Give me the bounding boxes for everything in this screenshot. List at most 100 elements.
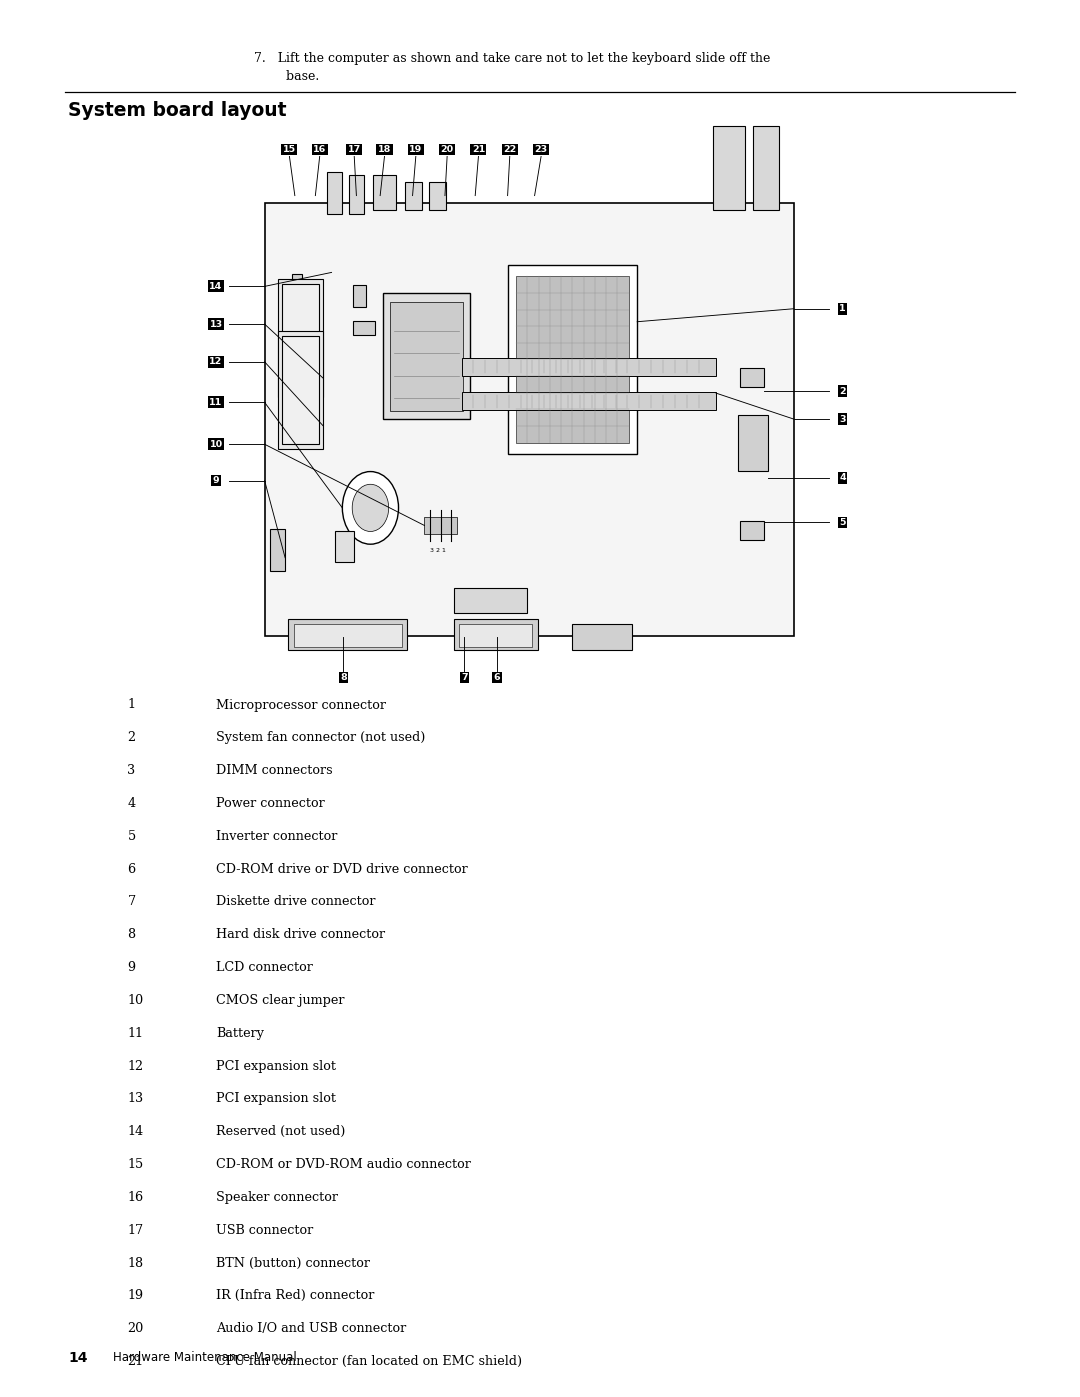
Bar: [292, 274, 302, 293]
Text: PCI expansion slot: PCI expansion slot: [216, 1059, 336, 1073]
Bar: [753, 126, 779, 210]
Bar: [429, 182, 446, 210]
Text: 3: 3: [127, 764, 136, 777]
Text: 1: 1: [839, 305, 846, 313]
Bar: [454, 588, 527, 613]
Text: 1: 1: [127, 698, 135, 711]
Bar: [740, 369, 764, 387]
Text: 6: 6: [494, 673, 500, 682]
Text: 5: 5: [127, 830, 136, 842]
Text: 18: 18: [127, 1257, 144, 1270]
Bar: [308, 293, 316, 307]
Bar: [373, 175, 396, 210]
Text: 15: 15: [283, 145, 296, 154]
Text: 4: 4: [839, 474, 846, 482]
Bar: [405, 182, 422, 210]
Bar: [288, 619, 407, 650]
Text: 21: 21: [127, 1355, 144, 1368]
Bar: [265, 203, 794, 636]
Text: 16: 16: [127, 1190, 144, 1204]
Text: Battery: Battery: [216, 1027, 264, 1039]
Text: 3: 3: [839, 415, 846, 423]
Text: System board layout: System board layout: [68, 101, 286, 120]
Text: Hard disk drive connector: Hard disk drive connector: [216, 928, 386, 942]
Text: 7.   Lift the computer as shown and take care not to let the keyboard slide off : 7. Lift the computer as shown and take c…: [254, 52, 770, 64]
Text: 10: 10: [210, 440, 222, 448]
Text: 3 2 1: 3 2 1: [430, 548, 446, 553]
Bar: [292, 335, 313, 349]
Bar: [282, 337, 319, 444]
Text: 9: 9: [213, 476, 219, 485]
Text: 8: 8: [127, 928, 136, 942]
Text: 11: 11: [210, 398, 222, 407]
Text: 14: 14: [127, 1126, 144, 1139]
Text: 14: 14: [68, 1351, 87, 1365]
Bar: [390, 302, 463, 411]
Text: 19: 19: [409, 145, 422, 154]
Text: Microprocessor connector: Microprocessor connector: [216, 698, 386, 711]
Bar: [572, 624, 632, 650]
Text: 4: 4: [127, 796, 136, 810]
Bar: [740, 521, 764, 541]
Text: USB connector: USB connector: [216, 1224, 313, 1236]
Text: DIMM connectors: DIMM connectors: [216, 764, 333, 777]
Bar: [738, 415, 768, 471]
Text: 8: 8: [340, 673, 347, 682]
Bar: [713, 126, 745, 210]
Bar: [353, 285, 366, 307]
Text: 20: 20: [441, 145, 454, 154]
Text: 18: 18: [378, 145, 391, 154]
Text: 11: 11: [127, 1027, 144, 1039]
Text: 19: 19: [127, 1289, 144, 1302]
Text: Diskette drive connector: Diskette drive connector: [216, 895, 376, 908]
Bar: [278, 279, 323, 398]
Text: 7: 7: [127, 895, 136, 908]
Text: 23: 23: [535, 145, 548, 154]
Text: 17: 17: [348, 145, 361, 154]
Text: 21: 21: [472, 145, 485, 154]
Text: LCD connector: LCD connector: [216, 961, 313, 974]
Text: 12: 12: [210, 358, 222, 366]
Text: 20: 20: [127, 1322, 144, 1336]
Circle shape: [352, 485, 389, 531]
Bar: [424, 517, 457, 534]
Bar: [508, 265, 637, 454]
Text: CMOS clear jumper: CMOS clear jumper: [216, 995, 345, 1007]
Bar: [454, 619, 538, 650]
Bar: [462, 358, 716, 376]
Bar: [516, 277, 629, 443]
Text: 12: 12: [127, 1059, 144, 1073]
Text: Audio I/O and USB connector: Audio I/O and USB connector: [216, 1322, 406, 1336]
Bar: [383, 293, 470, 419]
Text: Hardware Maintenance Manual: Hardware Maintenance Manual: [113, 1351, 297, 1365]
Text: Inverter connector: Inverter connector: [216, 830, 337, 842]
Text: CPU fan connector (fan located on EMC shield): CPU fan connector (fan located on EMC sh…: [216, 1355, 522, 1368]
Text: base.: base.: [254, 70, 319, 82]
Text: 7: 7: [461, 673, 468, 682]
Bar: [292, 307, 313, 321]
Text: 17: 17: [127, 1224, 144, 1236]
Text: Reserved (not used): Reserved (not used): [216, 1126, 346, 1139]
Bar: [270, 528, 285, 570]
Text: IR (Infra Red) connector: IR (Infra Red) connector: [216, 1289, 375, 1302]
Bar: [278, 331, 323, 450]
Bar: [349, 175, 364, 214]
Text: System fan connector (not used): System fan connector (not used): [216, 732, 426, 745]
Bar: [353, 321, 375, 335]
Text: PCI expansion slot: PCI expansion slot: [216, 1092, 336, 1105]
Bar: [327, 172, 342, 214]
Text: 22: 22: [503, 145, 516, 154]
Text: 5: 5: [839, 518, 846, 527]
Text: 13: 13: [127, 1092, 144, 1105]
Bar: [459, 624, 532, 647]
Text: BTN (button) connector: BTN (button) connector: [216, 1257, 370, 1270]
Bar: [462, 393, 716, 411]
Bar: [335, 531, 354, 562]
Text: 6: 6: [127, 863, 136, 876]
Text: CD-ROM or DVD-ROM audio connector: CD-ROM or DVD-ROM audio connector: [216, 1158, 471, 1171]
Text: 9: 9: [127, 961, 136, 974]
Text: 13: 13: [210, 320, 222, 328]
Text: 10: 10: [127, 995, 144, 1007]
Circle shape: [342, 472, 399, 545]
Text: Power connector: Power connector: [216, 796, 325, 810]
